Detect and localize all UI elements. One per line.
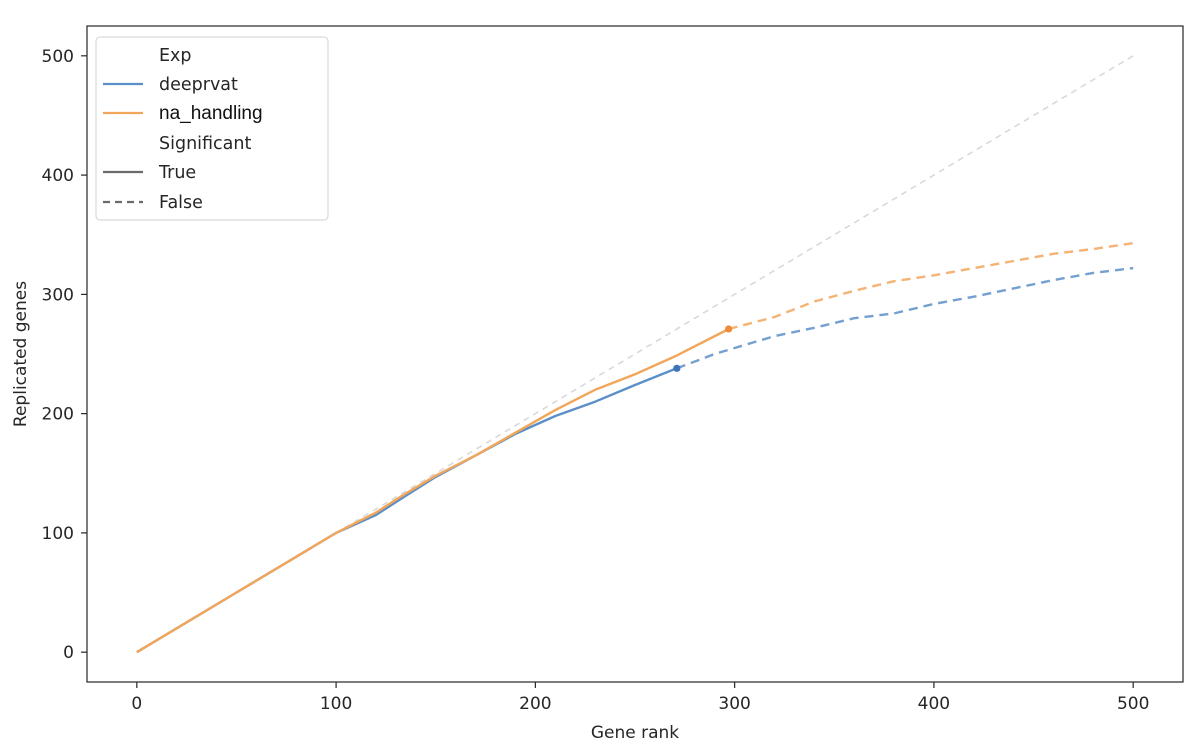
series-line-na-handling-significant [136,327,730,654]
x-tick-label: 500 [1117,694,1149,714]
significance-cutoff-point-na-handling [725,325,733,333]
x-axis-label: Gene rank [591,723,679,743]
x-tick-label: 300 [718,694,750,714]
series-line-deeprvat-not-significant [676,266,1134,370]
x-tick-label: 0 [131,694,142,714]
legend-box [95,36,329,221]
series-line-na-handling-not-significant [728,241,1134,331]
axes-frame [86,25,1184,683]
y-axis-label: Replicated genes [11,281,31,427]
y-tick-label: 0 [63,643,74,663]
legend-entry-true: True [158,163,196,183]
x-tick-label: 200 [519,694,551,714]
legend: Exp deeprvat na_handling Significant Tru… [95,36,329,221]
ticks-layer: 0 100 200 300 400 500 0 100 200 300 400 500 [42,47,1150,714]
y-tick-label: 300 [42,285,74,305]
y-tick-label: 100 [42,524,74,544]
x-tick-label: 100 [320,694,352,714]
significance-cutoff-point-deeprvat [673,364,681,372]
legend-entry-deeprvat: deeprvat [159,75,238,95]
y-tick-label: 400 [42,166,74,186]
plot-layer [136,55,1134,654]
y-tick-label: 200 [42,405,74,425]
legend-entry-false: False [159,193,203,213]
legend-entry-na-handling: na_handling [159,103,263,124]
y-tick-label: 500 [42,47,74,67]
legend-hue-title: Exp [159,46,192,66]
x-tick-label: 400 [918,694,950,714]
legend-style-title: Significant [159,134,251,154]
series-line-deeprvat-significant [136,367,678,654]
